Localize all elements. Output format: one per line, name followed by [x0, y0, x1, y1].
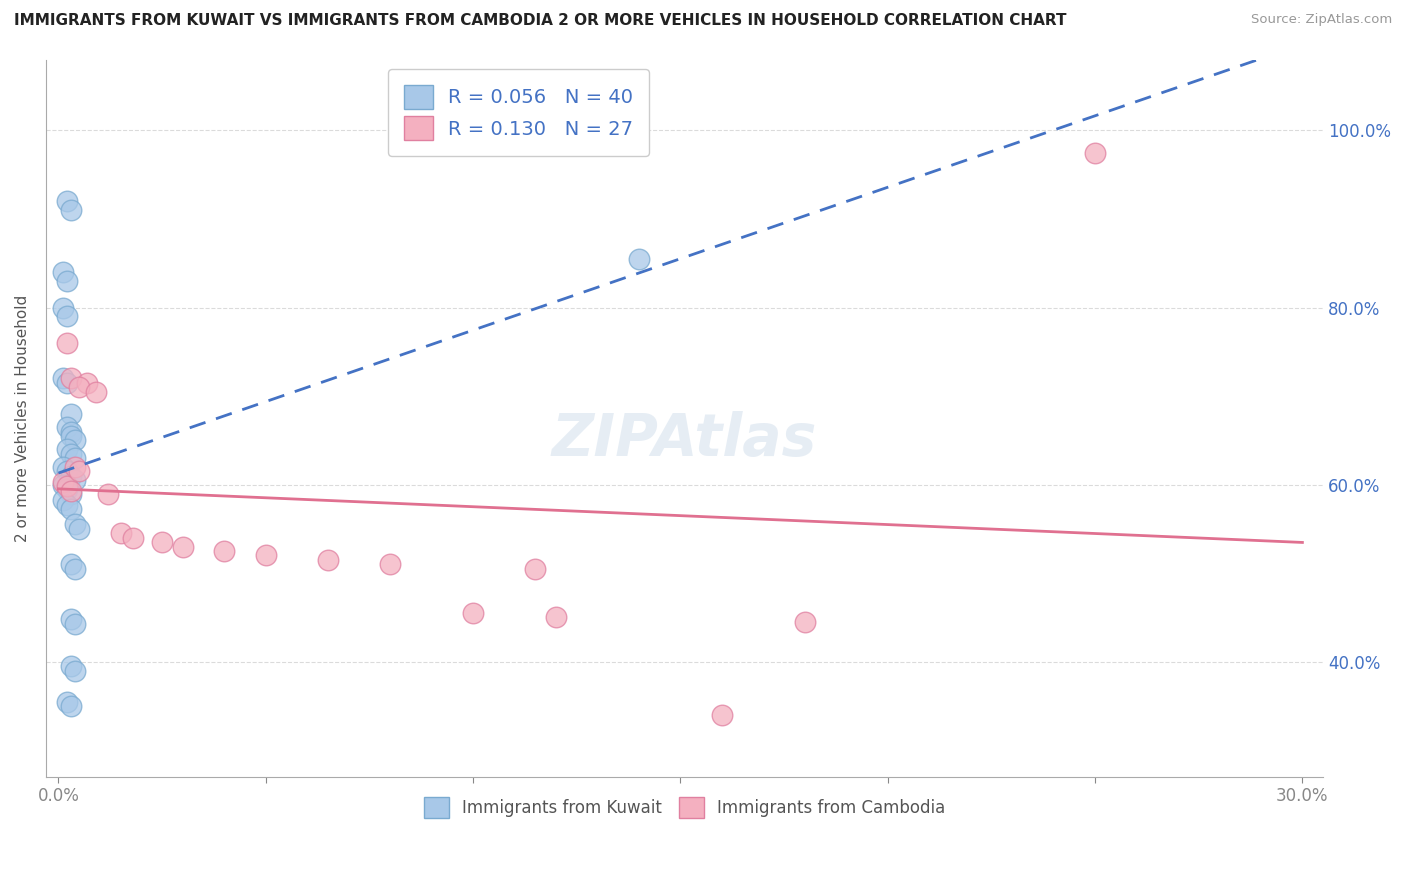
Point [63, 434, 86, 448]
Point [316, 553, 339, 567]
Point [378, 558, 401, 572]
Point [59, 425, 82, 439]
Point [55, 376, 77, 390]
Point [1084, 145, 1107, 160]
Point [59, 203, 82, 218]
Point [793, 615, 815, 629]
Text: Source: ZipAtlas.com: Source: ZipAtlas.com [1251, 13, 1392, 27]
Point [59, 659, 82, 673]
Point [55, 310, 77, 324]
Point [461, 606, 484, 620]
Point [59, 558, 82, 572]
Point [84, 384, 107, 399]
Point [122, 531, 145, 545]
Point [214, 544, 236, 558]
Point [59, 429, 82, 443]
Text: ZIPAtlas: ZIPAtlas [553, 411, 817, 468]
Point [51, 265, 73, 279]
Point [55, 464, 77, 478]
Point [544, 610, 567, 624]
Point [51, 301, 73, 315]
Point [710, 707, 733, 722]
Point [55, 482, 77, 496]
Point [55, 479, 77, 493]
Point [627, 252, 650, 266]
Point [63, 616, 86, 631]
Point [67, 522, 90, 536]
Point [55, 442, 77, 457]
Point [76, 376, 98, 390]
Point [59, 468, 82, 483]
Point [55, 274, 77, 288]
Point [51, 492, 73, 507]
Point [67, 380, 90, 394]
Point [63, 517, 86, 532]
Point [254, 549, 277, 563]
Point [59, 371, 82, 385]
Point [63, 473, 86, 487]
Point [51, 371, 73, 385]
Point [63, 451, 86, 466]
Point [51, 475, 73, 489]
Point [67, 464, 90, 478]
Y-axis label: 2 or more Vehicles in Household: 2 or more Vehicles in Household [15, 294, 30, 541]
Point [110, 526, 132, 541]
Point [59, 612, 82, 626]
Point [59, 407, 82, 421]
Point [63, 562, 86, 576]
Point [172, 540, 194, 554]
Point [97, 486, 120, 500]
Point [63, 664, 86, 678]
Point [59, 447, 82, 461]
Point [55, 695, 77, 709]
Point [63, 459, 86, 474]
Legend: Immigrants from Kuwait, Immigrants from Cambodia: Immigrants from Kuwait, Immigrants from … [416, 789, 953, 826]
Point [55, 335, 77, 350]
Point [55, 498, 77, 512]
Point [150, 535, 173, 549]
Point [59, 699, 82, 714]
Point [524, 562, 547, 576]
Point [51, 477, 73, 491]
Point [59, 502, 82, 516]
Text: IMMIGRANTS FROM KUWAIT VS IMMIGRANTS FROM CAMBODIA 2 OR MORE VEHICLES IN HOUSEHO: IMMIGRANTS FROM KUWAIT VS IMMIGRANTS FRO… [14, 13, 1067, 29]
Point [59, 483, 82, 498]
Point [51, 459, 73, 474]
Point [55, 194, 77, 209]
Point [55, 420, 77, 434]
Point [59, 486, 82, 500]
